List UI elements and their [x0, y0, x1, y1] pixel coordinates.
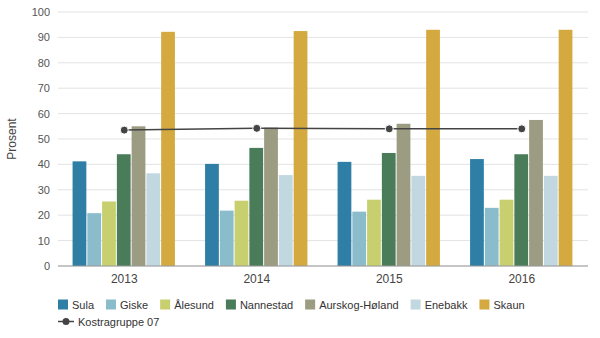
legend: Sula Giske Ålesund Nannestad Aurskog-Høland E…	[58, 299, 525, 328]
grid-line	[58, 266, 588, 267]
bar	[559, 30, 573, 266]
bar	[514, 154, 528, 266]
bar	[500, 200, 514, 266]
grid	[58, 12, 588, 266]
bar	[382, 153, 396, 266]
grid-line	[58, 113, 588, 114]
legend-swatch	[305, 300, 315, 310]
y-tick-label: 20	[38, 209, 50, 221]
bar	[397, 124, 411, 266]
y-tick-label: 30	[38, 184, 50, 196]
grid-line	[58, 37, 588, 38]
bar	[367, 200, 381, 266]
legend-label: Sula	[72, 299, 95, 311]
bar	[87, 213, 101, 266]
bar-series	[132, 120, 543, 266]
bar	[279, 175, 293, 266]
x-tick-label: 2014	[243, 272, 270, 286]
marker	[385, 125, 393, 133]
legend-item: Nannestad	[226, 299, 293, 311]
bar	[205, 164, 219, 266]
bar	[294, 31, 308, 266]
line	[124, 128, 522, 130]
legend-label: Enebakk	[425, 299, 468, 311]
legend-swatch	[479, 300, 489, 310]
marker	[120, 126, 128, 134]
grid-line	[58, 12, 588, 13]
y-tick-label: 70	[38, 82, 50, 94]
y-tick-label: 10	[38, 235, 50, 247]
x-tick-label: 2013	[111, 272, 138, 286]
bar	[249, 148, 263, 266]
bar	[352, 212, 366, 266]
y-tick-label: 80	[38, 57, 50, 69]
legend-item: Giske	[106, 299, 148, 311]
line-series	[120, 124, 526, 134]
legend-item: Kostragruppe 07	[58, 316, 159, 328]
x-axis-line	[58, 266, 588, 267]
bar	[117, 154, 131, 266]
x-tick-label: 2015	[376, 272, 403, 286]
bar-series	[117, 148, 528, 266]
grid-line	[58, 88, 588, 89]
grid-line	[58, 62, 588, 63]
y-axis-label: Prosent	[5, 118, 19, 160]
bar	[102, 201, 116, 266]
bar	[146, 173, 160, 266]
bar-series	[146, 173, 557, 266]
legend-swatch	[226, 300, 236, 310]
bar	[264, 128, 278, 266]
marker	[518, 125, 526, 133]
legend-label: Giske	[120, 299, 148, 311]
bar-series	[161, 30, 572, 266]
bar	[73, 161, 87, 266]
legend-swatch	[160, 300, 170, 310]
legend-swatch	[63, 318, 70, 325]
y-tick-label: 100	[32, 6, 50, 18]
plot-area	[73, 30, 573, 266]
bar	[220, 211, 234, 266]
legend-label: Aurskog-Høland	[319, 299, 398, 311]
bar	[132, 126, 146, 266]
legend-item: Sula	[58, 299, 95, 311]
bar	[470, 159, 484, 266]
legend-item: Enebakk	[411, 299, 468, 311]
y-tick-label: 90	[38, 31, 50, 43]
legend-label: Ålesund	[174, 299, 214, 311]
y-tick-label: 50	[38, 133, 50, 145]
y-tick-label: 40	[38, 158, 50, 170]
legend-label: Skaun	[493, 299, 524, 311]
legend-label: Nannestad	[240, 299, 293, 311]
y-tick-label: 60	[38, 108, 50, 120]
chart: Sula Giske Ålesund Nannestad Aurskog-Høland E…	[0, 0, 600, 338]
bar	[411, 176, 425, 266]
bar	[161, 32, 175, 266]
x-axis: 2013 2014 2015 2016	[58, 266, 588, 286]
legend-item: Ålesund	[160, 299, 214, 311]
bar	[338, 162, 352, 266]
legend-item: Aurskog-Høland	[305, 299, 398, 311]
legend-swatch	[106, 300, 116, 310]
legend-item: Skaun	[479, 299, 524, 311]
y-tick-label: 0	[44, 260, 50, 272]
legend-label: Kostragruppe 07	[78, 316, 159, 328]
bar	[529, 120, 543, 266]
bar	[544, 176, 558, 266]
y-axis: 0 10 20 30 40 50 60 70 80 90 100	[32, 6, 50, 272]
legend-swatch	[411, 300, 421, 310]
bar	[426, 30, 440, 266]
bar	[235, 201, 249, 266]
legend-swatch	[58, 300, 68, 310]
bar	[485, 208, 499, 266]
marker	[253, 124, 261, 132]
x-tick-label: 2016	[508, 272, 535, 286]
